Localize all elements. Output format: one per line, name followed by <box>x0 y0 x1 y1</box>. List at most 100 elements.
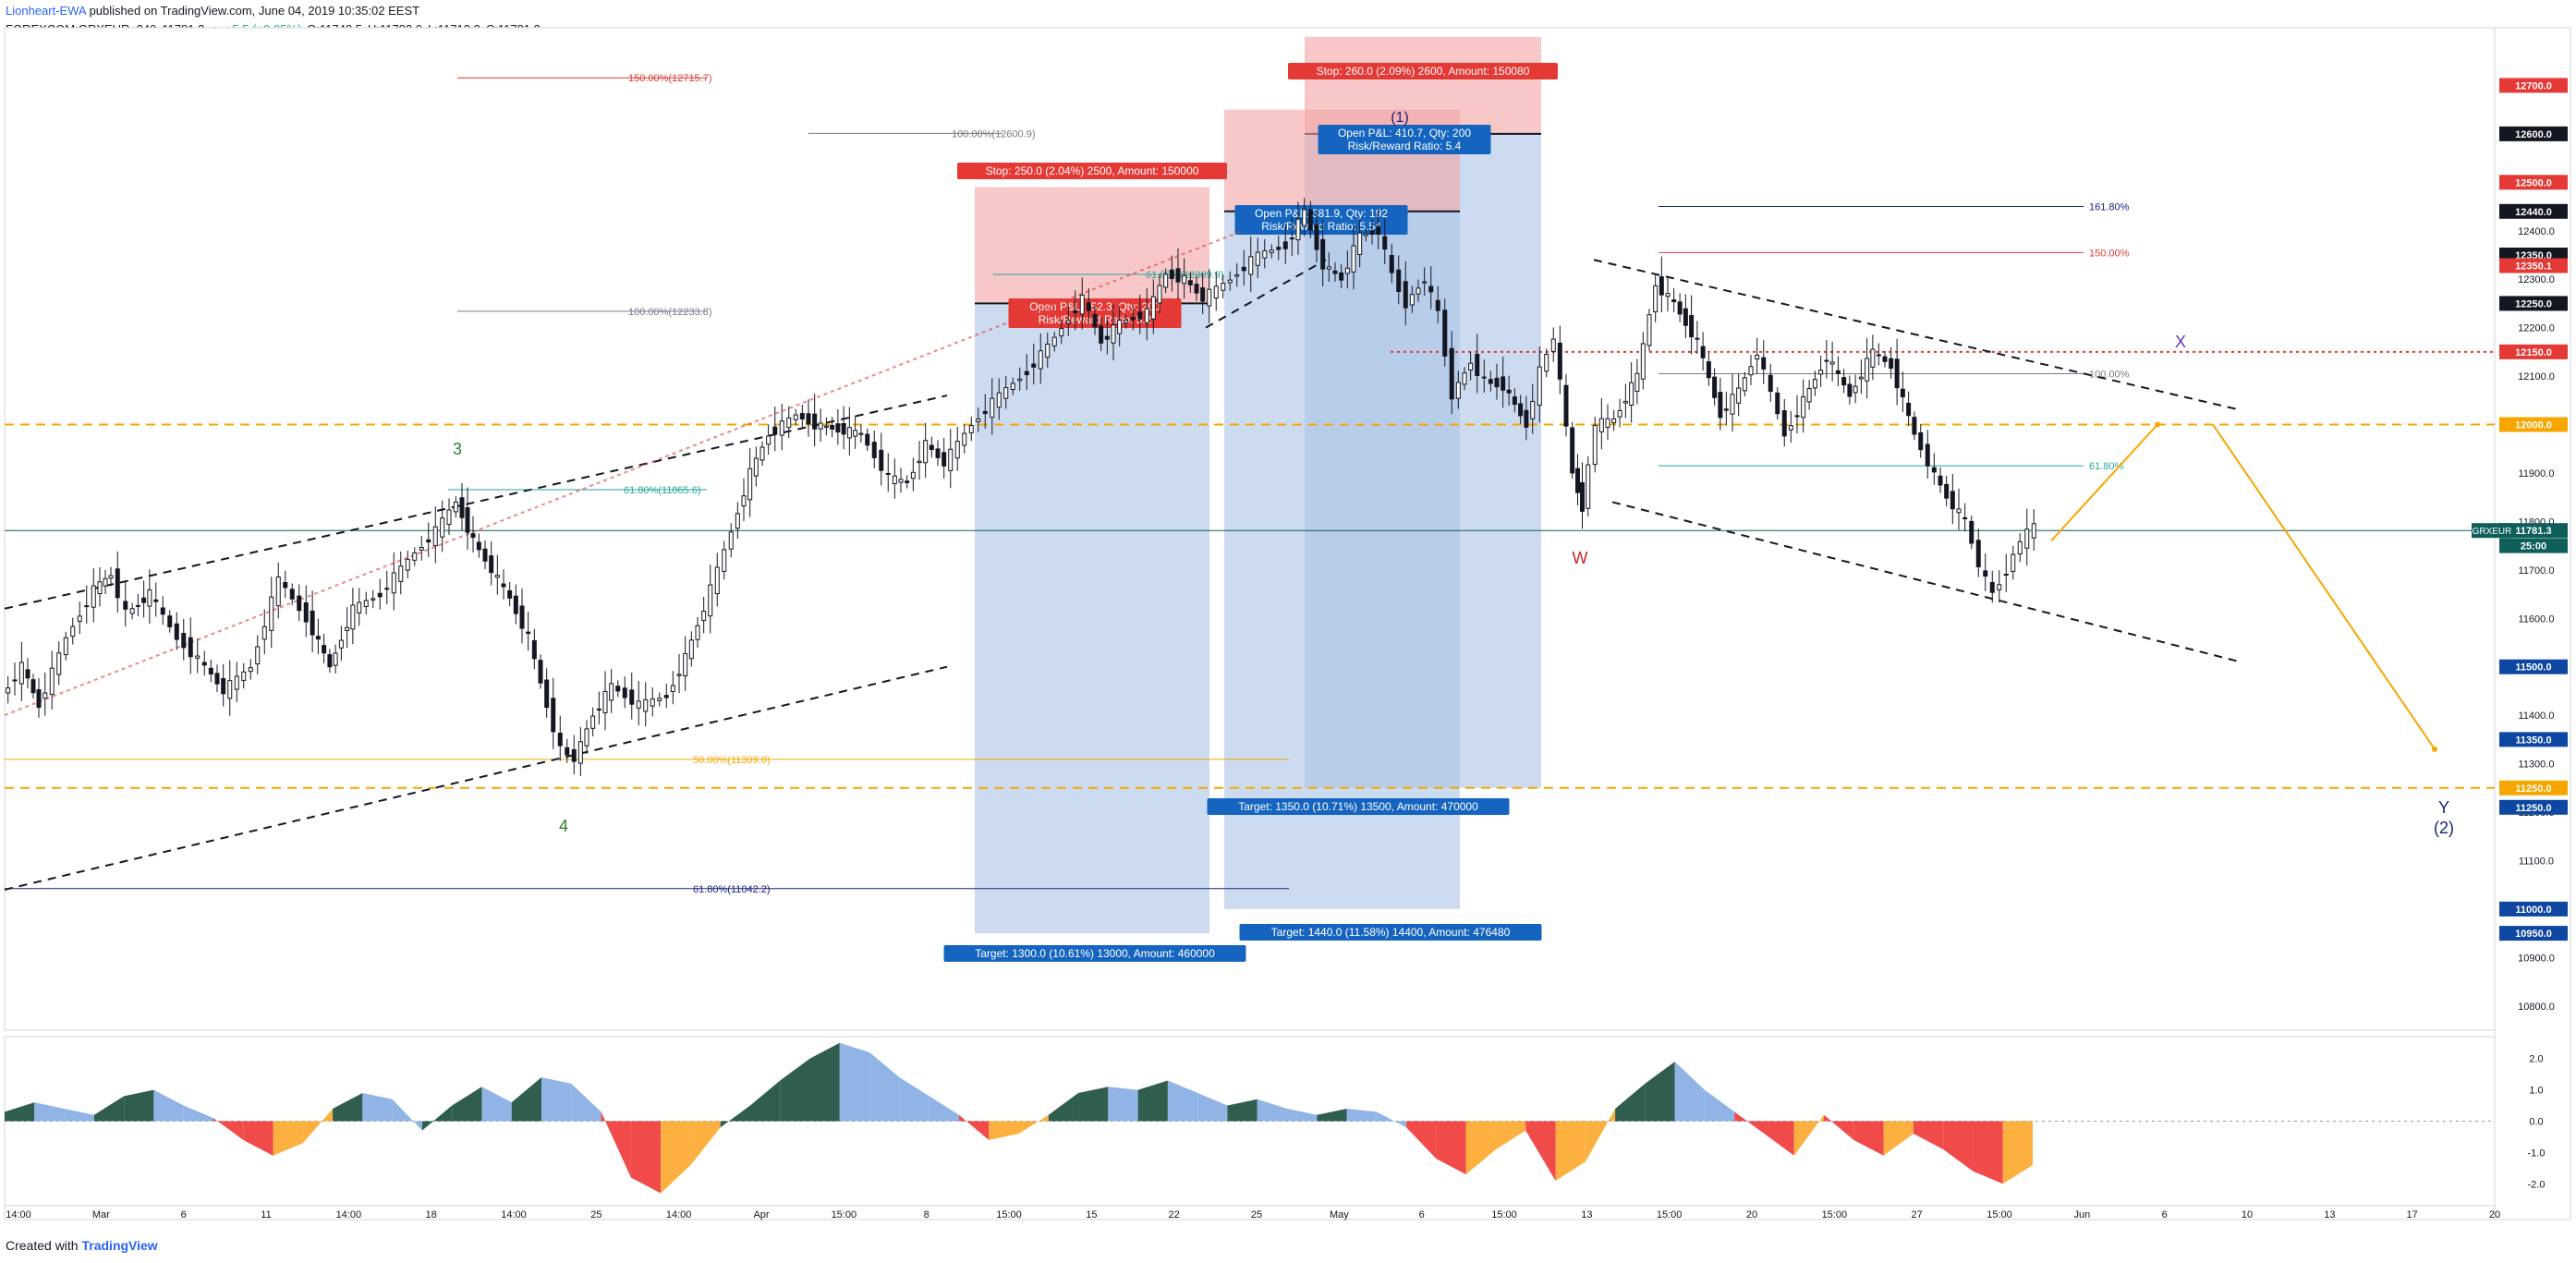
fib-level-label-8: 150.00% <box>2089 248 2130 259</box>
candle-body <box>1997 584 2002 590</box>
x-tick-label: 14:00 <box>666 1209 692 1220</box>
oscillator-tick-label: 1.0 <box>2529 1086 2543 1097</box>
candle-body <box>1255 251 1260 266</box>
x-tick-label: 20 <box>2489 1209 2500 1220</box>
candle-body <box>1900 388 1905 398</box>
candle-body <box>465 507 470 533</box>
candle-body <box>1289 237 1294 240</box>
oscillator-tick-label: 0.0 <box>2529 1117 2543 1128</box>
fib-level-label-6: 61.80%(11042.2) <box>693 884 771 895</box>
candle-body <box>147 589 152 607</box>
candle-body <box>806 413 811 425</box>
oscillator-area <box>780 1058 810 1122</box>
candle-body <box>377 592 383 598</box>
target-label-0-line-0: Target: 1350.0 (10.71%) 13500, Amount: 4… <box>1238 800 1478 813</box>
candle-body <box>1768 374 1773 393</box>
candle-body <box>1611 418 1617 424</box>
candle-body <box>835 423 841 433</box>
target-label-0-bg <box>1207 798 1510 815</box>
tradingview-brand[interactable]: TradingView <box>81 1238 158 1253</box>
wave-label-Y: Y <box>2438 798 2449 817</box>
candle-body <box>1671 299 1677 303</box>
candle-body <box>519 605 525 629</box>
candle-body <box>129 608 135 614</box>
candle-body <box>1683 308 1688 326</box>
candle-body <box>1130 317 1136 321</box>
candle-body <box>1376 225 1381 236</box>
stop-label-0: Stop: 260.0 (2.09%) 2600, Amount: 150080 <box>1288 63 1558 79</box>
oscillator-area <box>302 1108 334 1144</box>
candle-body <box>84 605 90 608</box>
candle-body <box>1137 311 1143 320</box>
candle-body <box>1742 377 1747 392</box>
candle-body <box>1307 209 1313 231</box>
price-tag-text-12: 11350.0 <box>2515 735 2551 746</box>
oscillator-area <box>333 1093 363 1122</box>
candle-body <box>338 639 344 649</box>
candle-body <box>1925 443 1930 467</box>
candle-body <box>779 420 784 436</box>
price-tag-text-15: 11000.0 <box>2515 905 2551 916</box>
price-axis <box>2494 27 2571 1220</box>
candle-body <box>1262 249 1268 259</box>
candle-body <box>759 446 765 461</box>
candle-body <box>1092 313 1098 328</box>
candle-body <box>283 581 288 589</box>
oscillator-area <box>989 1121 1019 1140</box>
oscillator-area <box>1495 1121 1526 1149</box>
candle-body <box>25 669 30 679</box>
candle-body <box>1396 269 1402 293</box>
x-tick-label: 14:00 <box>501 1209 527 1220</box>
candle-body <box>1488 379 1493 384</box>
candle-body <box>1962 516 1968 520</box>
price-tag-12 <box>2499 732 2568 747</box>
y-tick-label: 11400.0 <box>2519 710 2555 722</box>
candle-body <box>103 577 108 587</box>
oscillator-area <box>511 1077 542 1122</box>
trend-line-5 <box>1205 259 1327 329</box>
x-tick-label: 15:00 <box>1491 1209 1517 1220</box>
candle-body <box>1295 218 1301 241</box>
oscillator-area <box>243 1121 273 1156</box>
candle-body <box>1659 276 1664 296</box>
oscillator-area <box>541 1077 572 1122</box>
candle-body <box>976 419 981 422</box>
candle-body <box>929 444 934 451</box>
candle-body <box>1989 581 1995 593</box>
time-axis <box>4 1205 2496 1220</box>
candle-body <box>1038 350 1043 370</box>
oscillator-area <box>5 1102 35 1122</box>
y-tick-label: 12200.0 <box>2518 323 2555 334</box>
candle-body <box>135 604 140 607</box>
candle-body <box>1931 467 1937 473</box>
x-tick-label: May <box>1330 1209 1349 1220</box>
candle-body <box>879 449 884 471</box>
candle-body <box>36 689 42 709</box>
candle-body <box>2024 528 2030 549</box>
candle-body <box>892 475 897 484</box>
price-tag-text-9: 11781.3 <box>2515 526 2551 537</box>
x-tick-label: Jun <box>2073 1209 2090 1220</box>
candle-body <box>1537 366 1542 407</box>
candle-body <box>772 426 778 434</box>
wave-label-W: W <box>1573 549 1588 567</box>
y-tick-label: 11700.0 <box>2519 565 2555 577</box>
oscillator-area <box>630 1121 662 1194</box>
author-link[interactable]: Lionheart-EWA <box>6 4 86 18</box>
candle-body <box>1524 409 1529 428</box>
candle-body <box>1706 361 1711 379</box>
oscillator-area <box>1734 1111 1765 1135</box>
candle-body <box>793 414 798 420</box>
candle-body <box>1730 394 1735 415</box>
candle-body <box>1282 241 1288 249</box>
price-tag-text-6: 12250.0 <box>2515 298 2552 310</box>
candle-body <box>63 637 68 656</box>
price-tag-15 <box>2499 901 2568 917</box>
candle-body <box>1051 336 1057 346</box>
candle-body <box>234 675 239 690</box>
candle-body <box>1351 245 1356 273</box>
candle-body <box>1570 427 1575 474</box>
candle-body <box>858 432 864 435</box>
candle-body <box>1339 272 1344 281</box>
